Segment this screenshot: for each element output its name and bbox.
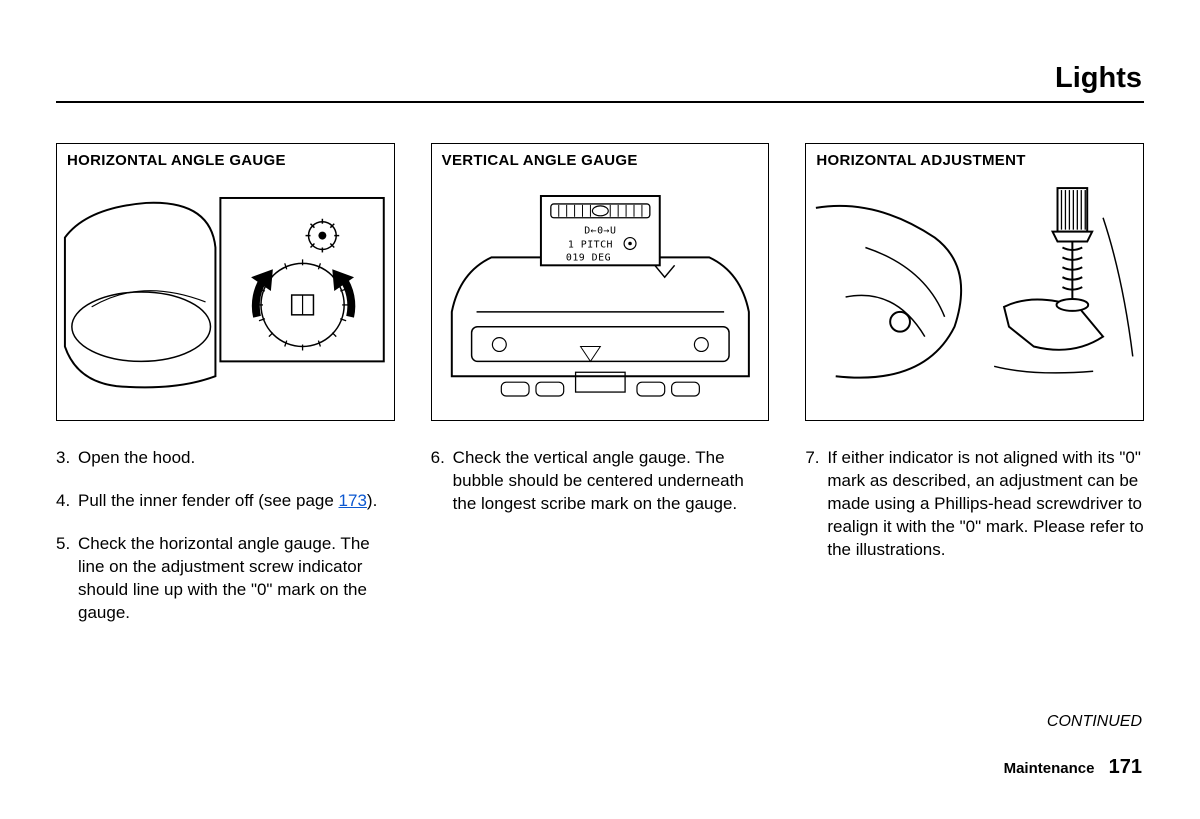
columns: HORIZONTAL ANGLE GAUGE — [56, 143, 1144, 645]
continued-label: CONTINUED — [1047, 713, 1142, 731]
step-3: 3. Open the hood. — [56, 447, 395, 470]
step-text: Pull the inner fender off (see page 173)… — [78, 490, 395, 513]
step-text: If either indicator is not aligned with … — [827, 447, 1144, 562]
steps-col2: 6. Check the vertical angle gauge. The b… — [431, 447, 770, 516]
step-text-post: ). — [367, 491, 377, 510]
step-text: Check the horizontal angle gauge. The li… — [78, 533, 395, 625]
step-number: 7. — [805, 447, 827, 562]
column-3: HORIZONTAL ADJUSTMENT — [805, 143, 1144, 645]
step-text: Check the vertical angle gauge. The bubb… — [453, 447, 770, 516]
step-number: 6. — [431, 447, 453, 516]
figure-illustration — [57, 174, 394, 420]
step-5: 5. Check the horizontal angle gauge. The… — [56, 533, 395, 625]
gauge-line3: 019 DEG — [566, 252, 611, 263]
step-number: 4. — [56, 490, 78, 513]
page-link-173[interactable]: 173 — [339, 491, 367, 510]
manual-page: Lights HORIZONTAL ANGLE GAUGE — [0, 0, 1200, 819]
step-text: Open the hood. — [78, 447, 395, 470]
steps-col3: 7. If either indicator is not aligned wi… — [805, 447, 1144, 562]
step-number: 5. — [56, 533, 78, 625]
figure-caption: HORIZONTAL ADJUSTMENT — [816, 152, 1133, 169]
column-1: HORIZONTAL ANGLE GAUGE — [56, 143, 395, 645]
adjuster-screw-icon — [1053, 188, 1093, 311]
column-2: VERTICAL ANGLE GAUGE — [431, 143, 770, 645]
figure-illustration: D←0→U 1 PITCH 019 DEG — [432, 174, 769, 420]
step-text-pre: Pull the inner fender off (see page — [78, 491, 339, 510]
gauge-line2: 1 PITCH — [568, 239, 613, 250]
footer-page-number: 171 — [1109, 756, 1142, 778]
page-footer: Maintenance 171 — [1004, 756, 1142, 779]
figure-horizontal-gauge: HORIZONTAL ANGLE GAUGE — [56, 143, 395, 421]
step-number: 3. — [56, 447, 78, 470]
step-7: 7. If either indicator is not aligned wi… — [805, 447, 1144, 562]
steps-col1: 3. Open the hood. 4. Pull the inner fend… — [56, 447, 395, 625]
step-4: 4. Pull the inner fender off (see page 1… — [56, 490, 395, 513]
page-title: Lights — [56, 62, 1144, 95]
step-6: 6. Check the vertical angle gauge. The b… — [431, 447, 770, 516]
figure-illustration — [806, 174, 1143, 420]
figure-vertical-gauge: VERTICAL ANGLE GAUGE — [431, 143, 770, 421]
figure-horizontal-adjustment: HORIZONTAL ADJUSTMENT — [805, 143, 1144, 421]
gauge-line1: D←0→U — [584, 226, 616, 237]
footer-section: Maintenance — [1004, 760, 1095, 777]
figure-caption: HORIZONTAL ANGLE GAUGE — [67, 152, 384, 169]
figure-caption: VERTICAL ANGLE GAUGE — [442, 152, 759, 169]
title-rule — [56, 101, 1144, 103]
